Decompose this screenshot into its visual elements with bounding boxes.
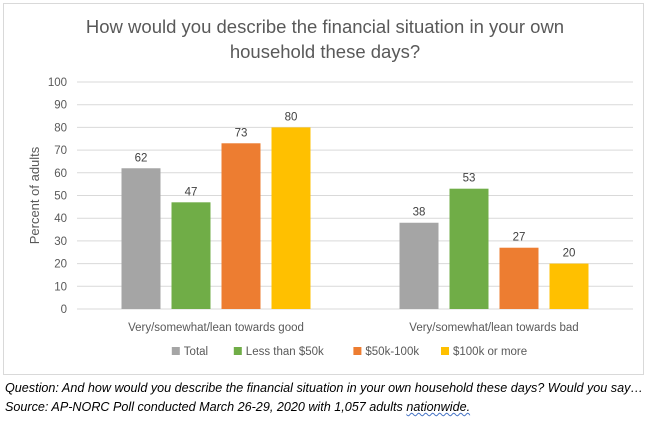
source-text: Source: AP-NORC Poll conducted March 26-… [5,400,407,414]
y-axis-title: Percent of adults [27,146,42,244]
legend-label: Less than $50k [246,346,324,358]
data-label: 47 [185,186,198,198]
data-label: 38 [413,207,426,219]
y-tick-label: 20 [54,259,67,271]
question-note: Question: And how would you describe the… [5,381,643,395]
bar [171,202,211,309]
y-tick-label: 40 [54,213,67,225]
legend-swatch [171,347,180,355]
y-tick-label: 50 [54,191,67,203]
x-tick-label: Very/somewhat/lean towards good [128,322,304,334]
x-tick-label: Very/somewhat/lean towards bad [409,322,578,334]
y-tick-label: 100 [48,77,67,89]
legend-swatch [441,347,449,355]
bar [271,127,311,310]
y-tick-label: 30 [54,236,67,248]
chart-title-line-1: How would you describe the financial sit… [85,16,565,37]
data-label: 27 [513,232,526,244]
data-label: 62 [135,152,148,164]
bar [121,168,161,309]
legend-swatch [353,347,362,355]
chart-frame [3,3,644,375]
y-tick-label: 80 [54,122,67,134]
source-note: Source: AP-NORC Poll conducted March 26-… [5,398,645,417]
data-label: 53 [463,173,476,185]
chart-title: How would you describe the financial sit… [0,14,650,64]
data-label: 73 [235,127,248,139]
y-tick-label: 90 [54,100,67,112]
legend-swatch [233,347,242,355]
legend-label: $100k or more [453,346,527,358]
y-tick-label: 60 [54,168,67,180]
data-label: 20 [563,248,576,260]
bar [499,247,539,309]
data-label: 80 [285,111,298,123]
chart-notes: Question: And how would you describe the… [5,379,645,417]
bar [449,188,489,309]
y-tick-label: 70 [54,145,67,157]
y-tick-label: 0 [61,304,67,316]
bar [399,222,439,309]
bar [549,263,589,309]
bar [221,143,261,309]
legend-label: $50k-100k [365,346,419,358]
legend-label: Total [184,346,208,358]
chart-title-line-2: household these days? [229,41,421,62]
y-tick-label: 10 [54,281,67,293]
source-last-word: nationwide. [406,400,471,414]
